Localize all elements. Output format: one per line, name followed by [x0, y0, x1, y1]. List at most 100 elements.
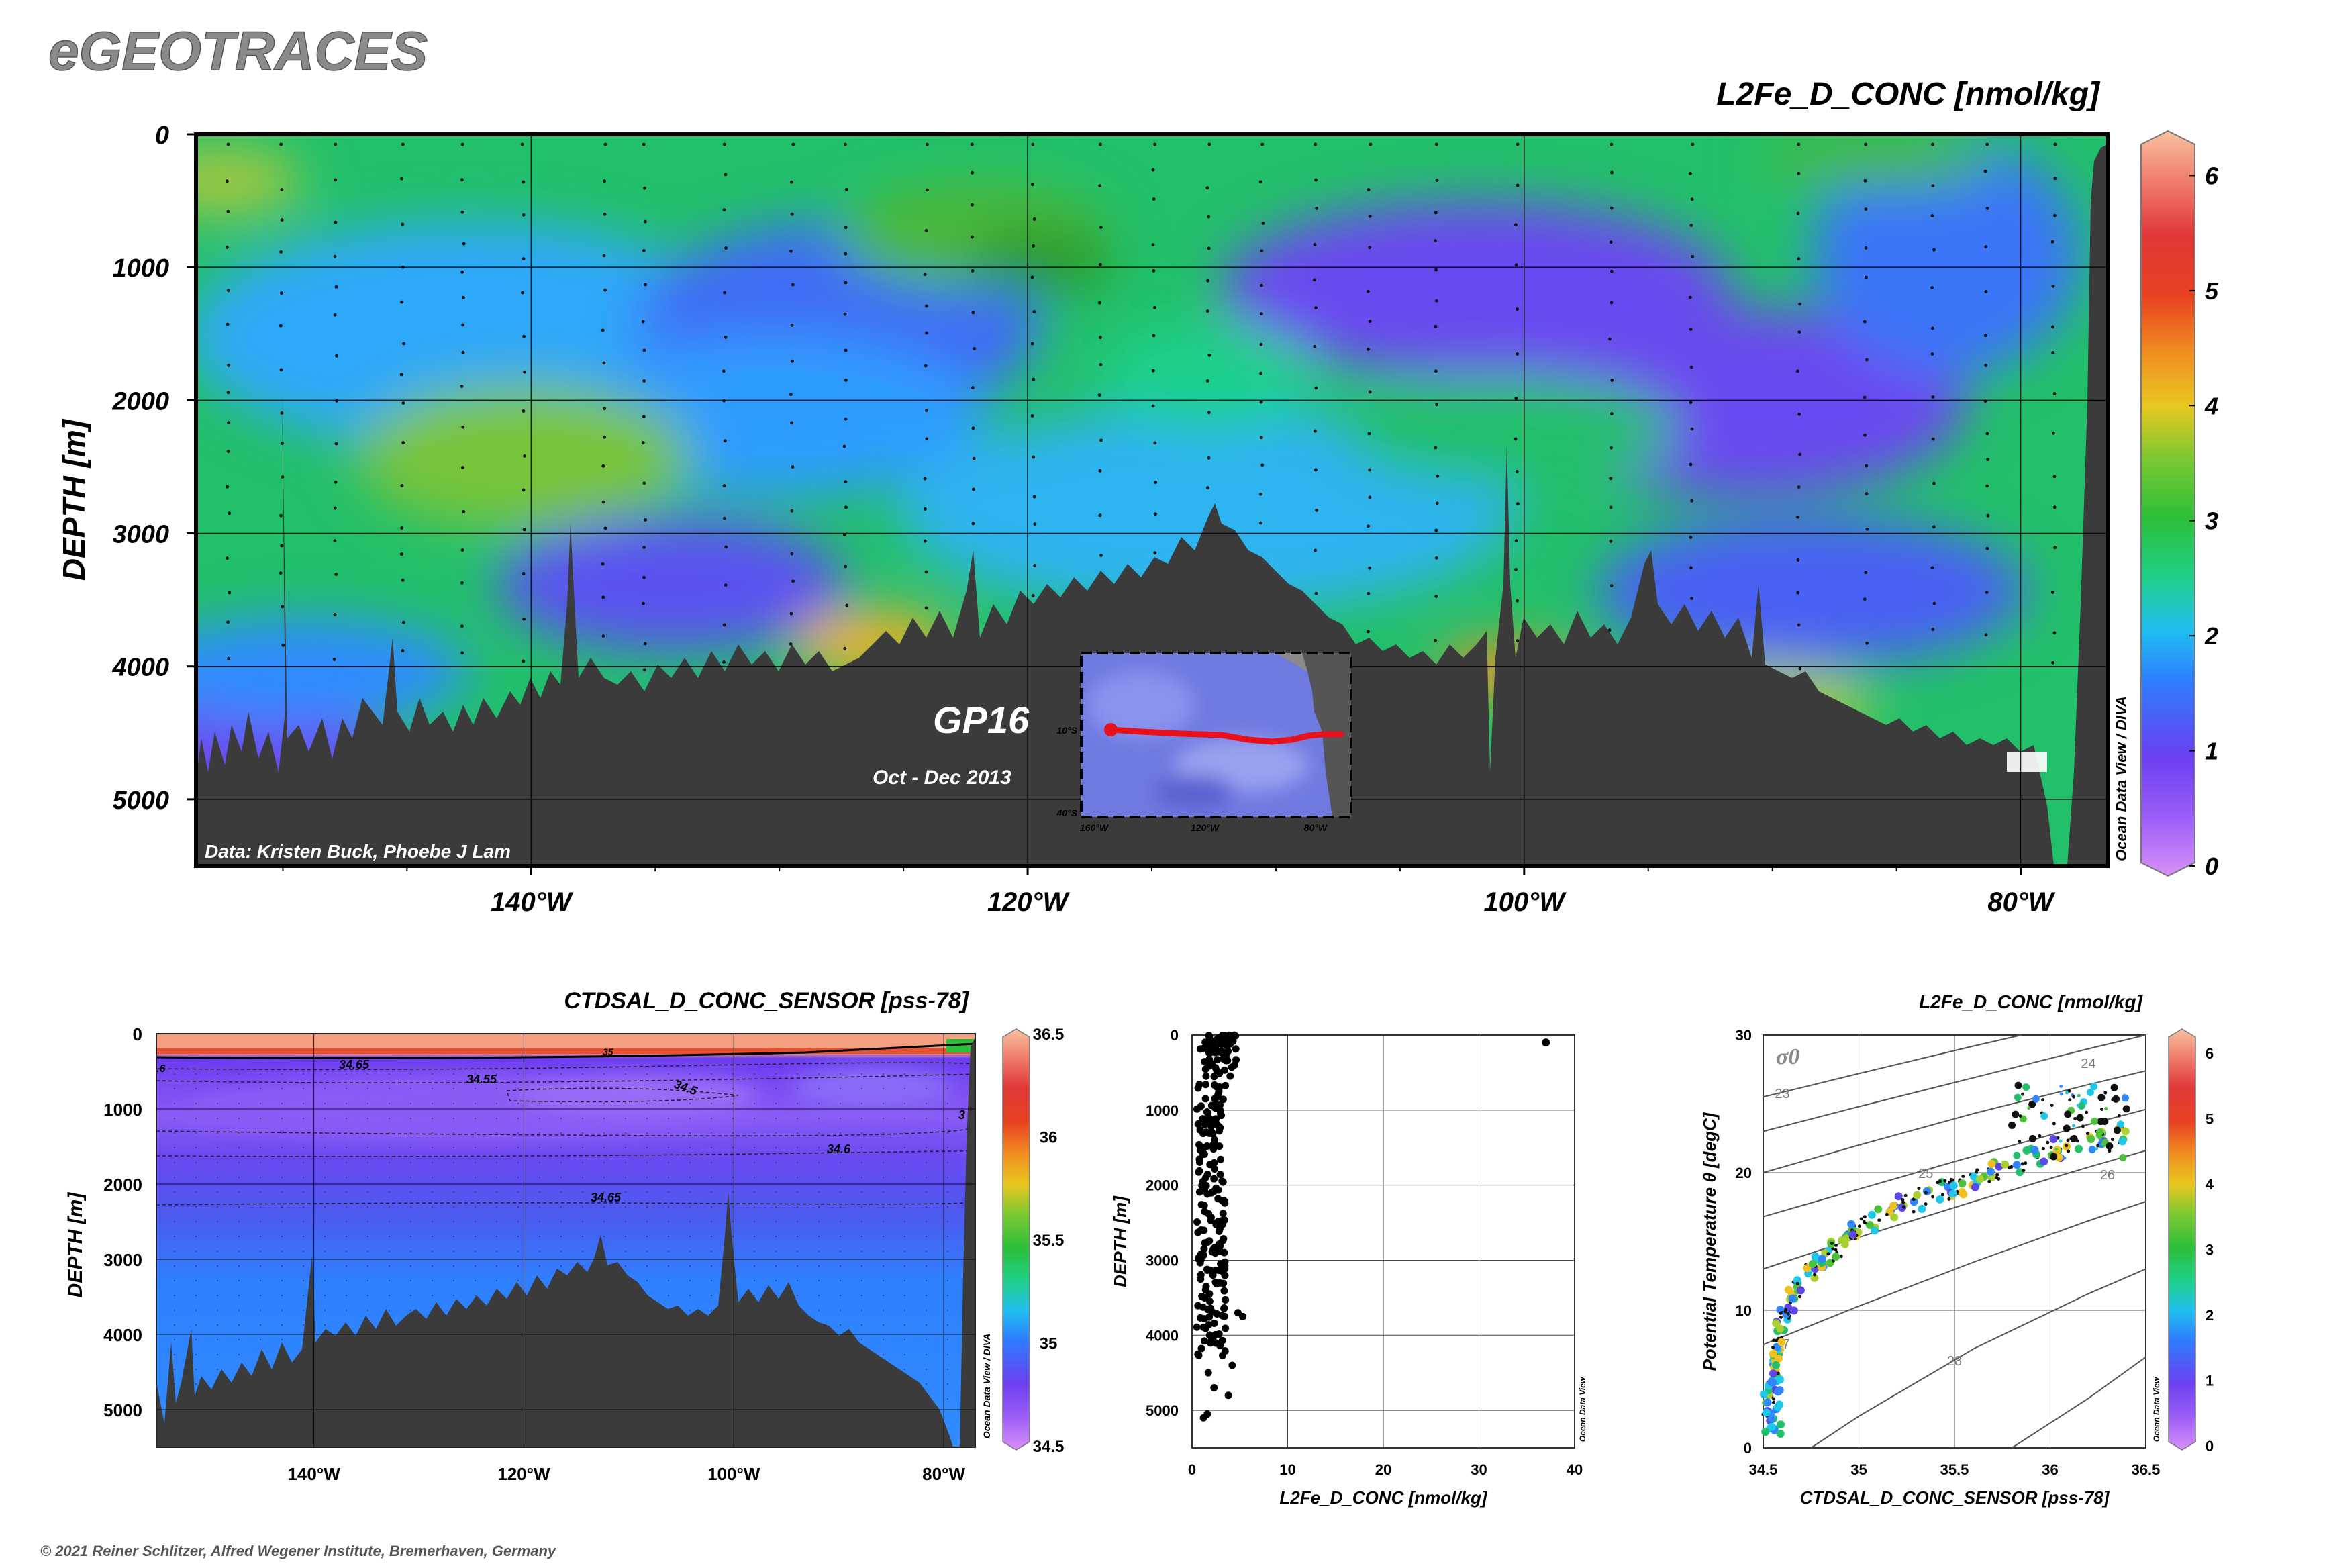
salinity-sample-dot — [216, 1132, 219, 1134]
ts-data-point — [2086, 1088, 2094, 1096]
ts-data-point — [1840, 1240, 1849, 1248]
salinity-sample-dot — [710, 1161, 713, 1164]
ts-title: L2Fe_D_CONC [nmol/kg] — [1919, 991, 2144, 1012]
sample-dot — [1610, 206, 1614, 210]
sample-dot — [226, 450, 230, 453]
salinity-sample-dot — [710, 1087, 713, 1090]
fe-data-point — [1194, 1084, 1202, 1092]
salinity-sample-dot — [324, 1250, 326, 1253]
salinity-sample-dot — [753, 1132, 756, 1134]
sample-dot — [924, 409, 928, 412]
salinity-sample-dot — [238, 1176, 240, 1179]
sample-dot — [460, 270, 464, 274]
sample-dot — [1688, 295, 1692, 299]
salinity-sample-dot — [281, 1294, 283, 1297]
sample-dot — [603, 288, 607, 292]
salinity-sample-dot — [474, 1132, 477, 1134]
salinity-colorbar-tick-36.5: 36.5 — [1033, 1026, 1065, 1044]
sample-dot — [1690, 427, 1694, 431]
salinity-sample-dot — [882, 1235, 885, 1238]
salinity-sample-dot — [946, 1073, 949, 1075]
sample-dot — [2053, 546, 2057, 550]
sample-dot — [1260, 312, 1263, 315]
sample-dot — [1986, 458, 1989, 461]
salinity-sample-dot — [452, 1132, 455, 1134]
salinity-sample-dot — [646, 1087, 648, 1090]
sample-dot — [1434, 211, 1438, 215]
sample-dot — [1865, 641, 1869, 645]
ts-small-point — [1917, 1187, 1921, 1191]
ts-data-point — [2063, 1156, 2067, 1160]
salinity-sample-dot — [324, 1102, 326, 1105]
main-odv-credit: Ocean Data View / DIVA — [2113, 696, 2130, 861]
ts-small-point — [1839, 1255, 1843, 1259]
salinity-sample-dot — [946, 1087, 949, 1090]
fe-y-tick-2000: 2000 — [1146, 1177, 1179, 1194]
ts-colorbar-tick-5: 5 — [2206, 1111, 2214, 1128]
salinity-odv-credit: Ocean Data View / DIVA — [981, 1334, 992, 1438]
salinity-sample-dot — [925, 1191, 928, 1193]
sample-dot — [1798, 667, 1802, 671]
sample-dot — [460, 651, 464, 655]
ts-data-point — [1818, 1255, 1826, 1263]
salinity-sample-dot — [753, 1073, 756, 1075]
ts-data-point — [2041, 1098, 2045, 1102]
salinity-sample-dot — [903, 1161, 906, 1164]
sample-dot — [1984, 245, 1988, 249]
salinity-sample-dot — [796, 1161, 799, 1164]
salinity-section-plot: 34.65 34.55 34.5 34.6 34.65 35 3 .6 — [156, 1033, 976, 1448]
salinity-sample-dot — [646, 1206, 648, 1208]
salinity-sample-dot — [860, 1279, 863, 1282]
sample-dot — [1153, 142, 1157, 146]
sample-dot — [925, 142, 929, 146]
fe-data-point — [1201, 1293, 1209, 1302]
ts-data-point — [1811, 1253, 1820, 1261]
sample-dot — [1865, 492, 1869, 495]
sample-dot — [644, 642, 647, 646]
salinity-sample-dot — [732, 1206, 734, 1208]
salinity-sample-dot — [667, 1161, 670, 1164]
ts-data-point — [1948, 1189, 1957, 1198]
fe-data-point — [1202, 1283, 1210, 1291]
salinity-sample-dot — [775, 1073, 777, 1075]
salinity-sample-dot — [281, 1250, 283, 1253]
ts-small-point — [1947, 1197, 1951, 1201]
salinity-sample-dot — [474, 1279, 477, 1282]
salinity-sample-dot — [946, 1206, 949, 1208]
salinity-sample-dot — [753, 1161, 756, 1164]
salinity-sample-dot — [345, 1191, 348, 1193]
salinity-sample-dot — [216, 1309, 219, 1312]
isopycnal-line — [1763, 1201, 2146, 1346]
salinity-sample-dot — [474, 1191, 477, 1193]
main-x-tick-3: 80°W — [1987, 887, 2055, 917]
ts-data-point — [1769, 1378, 1777, 1387]
sample-dot — [1368, 468, 1372, 472]
sample-dot — [1932, 601, 1936, 605]
sample-dot — [1033, 564, 1037, 567]
salinity-sample-dot — [689, 1294, 691, 1297]
salinity-sample-dot — [860, 1161, 863, 1164]
salinity-sample-dot — [753, 1220, 756, 1223]
ts-data-point — [2076, 1114, 2084, 1122]
salinity-sample-dot — [839, 1146, 842, 1149]
salinity-sample-dot — [409, 1250, 412, 1253]
salinity-sample-dot — [324, 1176, 326, 1179]
ts-data-point — [2104, 1107, 2108, 1111]
fe-data-point — [1195, 1168, 1203, 1176]
sample-dot — [1689, 462, 1693, 467]
salinity-sample-dot — [538, 1073, 541, 1075]
salinity-sample-dot — [581, 1132, 584, 1134]
salinity-sample-dot — [452, 1206, 455, 1208]
salinity-sample-dot — [710, 1220, 713, 1223]
isopycnal-label-25: 25 — [1918, 1167, 1933, 1181]
sample-dot — [523, 454, 526, 458]
sample-dot — [460, 581, 464, 585]
sample-dot — [603, 407, 607, 411]
sample-dot — [602, 361, 606, 365]
salinity-sample-dot — [409, 1220, 412, 1223]
salinity-sample-dot — [903, 1087, 906, 1090]
salinity-sample-dot — [409, 1191, 412, 1193]
sample-dot — [923, 273, 927, 277]
salinity-sample-dot — [409, 1279, 412, 1282]
salinity-sample-dot — [281, 1265, 283, 1267]
